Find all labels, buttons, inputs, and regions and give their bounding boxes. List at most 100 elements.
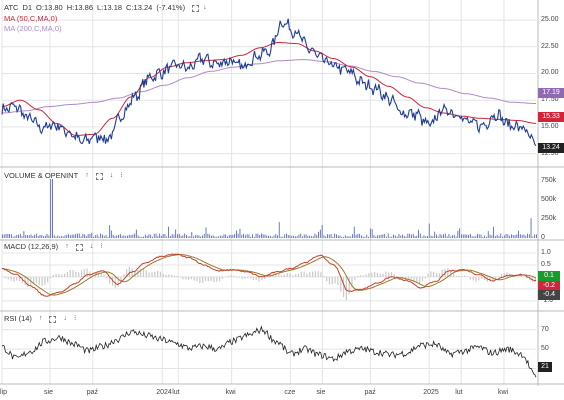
volume-bar bbox=[9, 234, 10, 238]
maximize-icon[interactable] bbox=[192, 4, 200, 12]
volume-bar bbox=[403, 235, 405, 238]
macd-histogram-bar bbox=[241, 276, 243, 280]
volume-bar bbox=[389, 236, 391, 238]
macd-histogram-bar bbox=[368, 273, 370, 277]
volume-bar bbox=[384, 234, 386, 238]
volume-bar bbox=[484, 235, 486, 238]
macd-histogram-bar bbox=[219, 276, 221, 282]
volume-title[interactable]: VOLUME & OPENINT bbox=[4, 171, 79, 180]
volume-bar bbox=[175, 229, 177, 238]
volume-bar bbox=[512, 235, 514, 238]
macd-histogram-bar bbox=[312, 271, 314, 277]
volume-bar bbox=[178, 233, 180, 238]
macd-histogram-bar bbox=[157, 270, 159, 277]
menu-icon[interactable]: ⁝ bbox=[73, 315, 77, 322]
volume-bar bbox=[380, 234, 382, 238]
change-value: (-7.41%) bbox=[156, 3, 186, 12]
macd-histogram-bar bbox=[385, 271, 387, 277]
macd-histogram-bar bbox=[38, 276, 40, 285]
ma200-legend[interactable]: MA (200,C,MA,0) bbox=[4, 24, 62, 33]
volume-bar bbox=[491, 235, 493, 238]
volume-bar bbox=[12, 236, 14, 238]
move-up-icon[interactable]: ↑ bbox=[85, 172, 89, 179]
volume-bar bbox=[459, 228, 461, 238]
volume-bar bbox=[35, 233, 37, 238]
price-tick-label: 15.00 bbox=[541, 122, 559, 130]
volume-bar bbox=[223, 234, 225, 238]
volume-bar bbox=[325, 236, 327, 238]
volume-bar bbox=[14, 236, 16, 238]
volume-bar bbox=[359, 233, 361, 238]
menu-icon[interactable]: ⁝ bbox=[100, 243, 103, 250]
ticker-label[interactable]: ATC bbox=[4, 3, 19, 12]
maximize-icon[interactable] bbox=[49, 315, 57, 323]
volume-bar bbox=[116, 235, 118, 238]
volume-bar bbox=[468, 234, 469, 238]
low-value: L:13.18 bbox=[97, 3, 123, 12]
volume-bar bbox=[453, 234, 455, 238]
price-series bbox=[1, 18, 537, 147]
move-up-icon[interactable]: ↑ bbox=[65, 243, 69, 250]
volume-bar bbox=[341, 236, 343, 238]
volume-bar bbox=[78, 233, 80, 238]
volume-bar bbox=[530, 218, 532, 238]
macd-title[interactable]: MACD (12,26,9) bbox=[4, 242, 59, 251]
volume-bar bbox=[527, 233, 528, 238]
volume-bar bbox=[125, 235, 127, 238]
macd-histogram-bar bbox=[247, 276, 249, 279]
interval-label[interactable]: D1 bbox=[22, 3, 33, 12]
menu-icon[interactable]: ⁝ bbox=[120, 172, 123, 179]
volume-bar bbox=[271, 236, 273, 238]
volume-bar bbox=[159, 233, 161, 238]
maximize-icon[interactable] bbox=[75, 243, 83, 251]
macd-histogram-bar bbox=[52, 274, 54, 277]
macd-histogram-bar bbox=[47, 276, 49, 283]
price-tick-label: 25.00 bbox=[541, 16, 559, 24]
volume-bar bbox=[152, 236, 153, 238]
volume-bar bbox=[496, 234, 498, 238]
rsi-title[interactable]: RSI (14) bbox=[4, 314, 32, 323]
ma50-legend[interactable]: MA (50,C,MA,0) bbox=[4, 14, 58, 23]
move-up-icon[interactable]: ↑ bbox=[38, 315, 43, 322]
volume-bar bbox=[207, 233, 209, 238]
macd-signal-line bbox=[1, 254, 537, 296]
ma200-line bbox=[2, 59, 536, 114]
macd-histogram-bar bbox=[492, 276, 494, 282]
volume-bar bbox=[244, 235, 246, 238]
volume-bar bbox=[162, 234, 164, 238]
move-down-icon[interactable]: ↓ bbox=[109, 172, 114, 179]
macd-histogram-bar bbox=[314, 271, 316, 277]
volume-bar bbox=[148, 234, 150, 238]
macd-histogram-bar bbox=[427, 273, 429, 277]
move-down-icon[interactable]: ↓ bbox=[63, 315, 67, 322]
volume-bar bbox=[284, 234, 286, 238]
maximize-icon[interactable] bbox=[95, 172, 103, 180]
macd-histogram-bar bbox=[396, 276, 398, 277]
macd-histogram-bar bbox=[526, 276, 528, 279]
volume-bar bbox=[107, 236, 109, 238]
volume-bar bbox=[444, 233, 446, 238]
volume-bar bbox=[305, 234, 307, 238]
volume-bar bbox=[275, 234, 277, 238]
volume-bar bbox=[182, 235, 184, 238]
volume-bar bbox=[28, 235, 30, 238]
volume-bar bbox=[32, 235, 34, 238]
chevron-down-icon[interactable]: ↓ bbox=[203, 4, 207, 11]
rsi-tick-label: 50 bbox=[541, 345, 549, 353]
macd-histogram-bar bbox=[4, 276, 6, 278]
macd-histogram-bar bbox=[345, 276, 347, 301]
macd-histogram-bar bbox=[441, 269, 443, 277]
macd-histogram-bar bbox=[244, 276, 246, 280]
volume-bar bbox=[377, 235, 378, 238]
macd-histogram-bar bbox=[16, 276, 18, 281]
volume-bar bbox=[391, 236, 393, 238]
volume-bar bbox=[187, 236, 189, 238]
volume-bar bbox=[41, 234, 43, 238]
macd-histogram-bar bbox=[266, 276, 269, 277]
x-tick-label: paź bbox=[364, 389, 376, 396]
volume-bar bbox=[91, 232, 93, 238]
volume-bar bbox=[55, 236, 57, 238]
volume-bar bbox=[25, 235, 27, 238]
move-down-icon[interactable]: ↓ bbox=[89, 243, 94, 250]
macd-histogram-bar bbox=[80, 269, 83, 277]
